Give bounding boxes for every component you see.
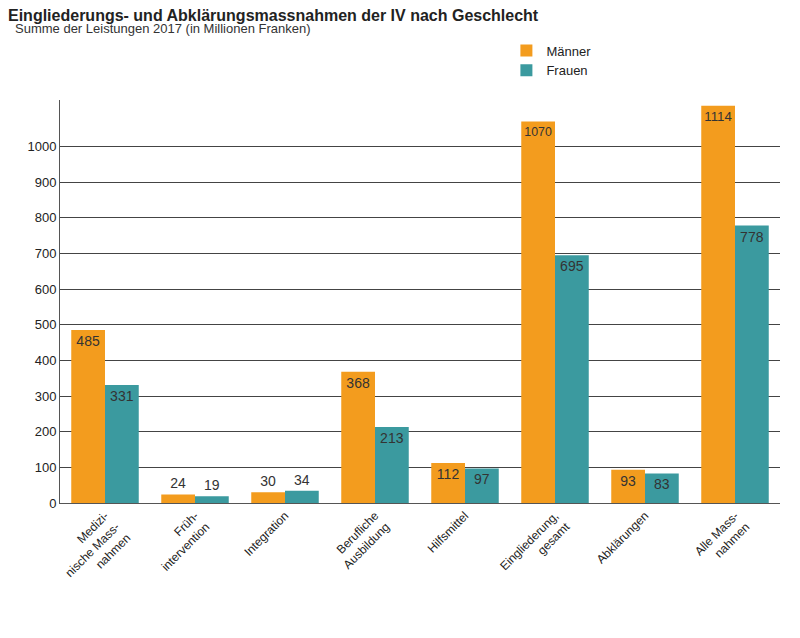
svg-text:Männer: Männer (546, 44, 591, 59)
svg-text:700: 700 (35, 246, 57, 261)
svg-text:Alle Mass-nahmen: Alle Mass-nahmen (692, 509, 753, 570)
svg-text:Eingliederungs- und Abklärungs: Eingliederungs- und Abklärungsmassnahmen… (8, 7, 539, 24)
svg-text:24: 24 (170, 475, 186, 491)
svg-text:0: 0 (49, 496, 56, 511)
svg-text:Früh-intervention: Früh-intervention (148, 509, 213, 574)
svg-text:485: 485 (76, 333, 100, 349)
svg-text:Integration: Integration (241, 509, 291, 559)
svg-text:97: 97 (474, 471, 490, 487)
svg-text:Eingliederung,gesamt: Eingliederung,gesamt (497, 508, 573, 584)
svg-text:Abklärungen: Abklärungen (594, 509, 652, 567)
svg-text:100: 100 (35, 460, 57, 475)
svg-text:1114: 1114 (704, 109, 732, 124)
svg-text:500: 500 (35, 317, 57, 332)
svg-text:30: 30 (260, 473, 276, 489)
svg-text:300: 300 (35, 389, 57, 404)
svg-text:1000: 1000 (27, 139, 56, 154)
svg-text:900: 900 (35, 175, 57, 190)
svg-text:Summe der Leistungen 2017 (in: Summe der Leistungen 2017 (in Millionen … (15, 21, 311, 36)
svg-text:1070: 1070 (524, 125, 552, 139)
svg-text:Frauen: Frauen (546, 63, 587, 78)
svg-text:Medizi-nische Mass-nahmen: Medizi-nische Mass-nahmen (51, 509, 133, 591)
svg-text:331: 331 (110, 388, 134, 404)
svg-text:778: 778 (740, 229, 764, 245)
svg-text:19: 19 (204, 477, 220, 493)
svg-text:600: 600 (35, 282, 57, 297)
svg-text:400: 400 (35, 353, 57, 368)
svg-text:368: 368 (346, 375, 370, 391)
svg-text:93: 93 (620, 473, 636, 489)
svg-text:BeruflicheAusbildung: BeruflicheAusbildung (329, 509, 392, 572)
svg-text:213: 213 (380, 430, 404, 446)
svg-text:112: 112 (437, 466, 460, 482)
svg-text:695: 695 (560, 258, 584, 274)
svg-text:200: 200 (35, 424, 57, 439)
svg-text:800: 800 (35, 210, 57, 225)
svg-text:83: 83 (654, 476, 670, 492)
svg-text:34: 34 (294, 472, 310, 488)
svg-text:Hilfsmittel: Hilfsmittel (425, 509, 472, 556)
